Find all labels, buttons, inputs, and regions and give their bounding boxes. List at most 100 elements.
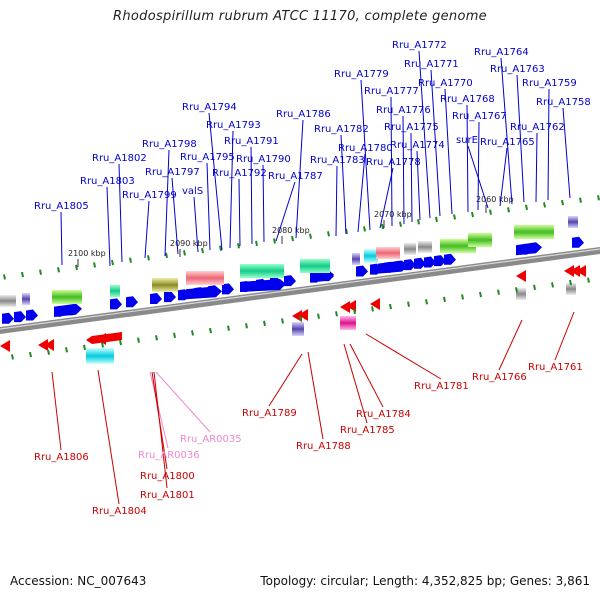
forward-gene-arrow[interactable] bbox=[150, 293, 162, 304]
forward-gene-arrow[interactable] bbox=[2, 312, 14, 324]
gene-label-rru-a1765[interactable]: Rru_A1765 bbox=[480, 137, 535, 148]
reverse-gene-arrow[interactable] bbox=[370, 298, 380, 310]
cog-category-box[interactable] bbox=[22, 293, 30, 305]
reverse-gene-arrow[interactable] bbox=[0, 340, 10, 352]
cog-category-box[interactable] bbox=[418, 241, 432, 253]
gene-label-sure[interactable]: surE bbox=[456, 135, 478, 146]
gene-label-rru-a1793[interactable]: Rru_A1793 bbox=[206, 120, 261, 131]
reverse-gene-arrow[interactable] bbox=[576, 265, 586, 277]
reverse-gene-arrow[interactable] bbox=[44, 339, 54, 351]
gene-label-rru-a1790[interactable]: Rru_A1790 bbox=[236, 154, 291, 165]
gene-label-rru-a1772[interactable]: Rru_A1772 bbox=[392, 40, 447, 51]
cog-category-box[interactable] bbox=[516, 288, 526, 300]
cog-category-box[interactable] bbox=[440, 239, 476, 253]
gene-label-rru-a1801[interactable]: Rru_A1801 bbox=[140, 490, 195, 501]
reverse-gene-arrow[interactable] bbox=[292, 310, 302, 322]
cog-category-box[interactable] bbox=[110, 285, 120, 297]
forward-gene-arrow[interactable] bbox=[164, 291, 176, 303]
cog-category-box[interactable] bbox=[566, 283, 576, 295]
forward-gene-arrow[interactable] bbox=[516, 242, 542, 256]
reverse-gene-arrow[interactable] bbox=[516, 270, 526, 282]
gene-label-rru-ar0036[interactable]: Rru_AR0036 bbox=[138, 450, 200, 461]
gene-label-rru-a1779[interactable]: Rru_A1779 bbox=[334, 69, 389, 80]
gene-label-rru-a1792[interactable]: Rru_A1792 bbox=[212, 168, 267, 179]
forward-gene-arrow[interactable] bbox=[240, 279, 286, 292]
forward-gene-arrow[interactable] bbox=[378, 260, 408, 274]
gene-label-rru-a1787[interactable]: Rru_A1787 bbox=[268, 171, 323, 182]
forward-gene-arrow[interactable] bbox=[54, 303, 82, 317]
gene-label-rru-a1767[interactable]: Rru_A1767 bbox=[452, 111, 507, 122]
forward-gene-arrow[interactable] bbox=[26, 309, 38, 321]
reverse-gene-arrow[interactable] bbox=[564, 265, 574, 277]
forward-gene-arrow[interactable] bbox=[186, 286, 222, 300]
cog-category-box[interactable] bbox=[340, 316, 356, 330]
gene-label-rru-a1791[interactable]: Rru_A1791 bbox=[224, 136, 279, 147]
cog-category-box[interactable] bbox=[568, 216, 578, 228]
gene-label-rru-a1762[interactable]: Rru_A1762 bbox=[510, 122, 565, 133]
gene-label-rru-a1798[interactable]: Rru_A1798 bbox=[142, 139, 197, 150]
gene-label-rru-a1774[interactable]: Rru_A1774 bbox=[390, 140, 445, 151]
gene-label-rru-a1803[interactable]: Rru_A1803 bbox=[80, 176, 135, 187]
gene-label-rru-a1802[interactable]: Rru_A1802 bbox=[92, 153, 147, 164]
gene-label-rru-a1764[interactable]: Rru_A1764 bbox=[474, 47, 529, 58]
gene-label-rru-a1795[interactable]: Rru_A1795 bbox=[180, 152, 235, 163]
cog-category-box[interactable] bbox=[52, 290, 82, 304]
cog-category-box[interactable] bbox=[86, 348, 114, 364]
reverse-gene-arrow[interactable] bbox=[340, 301, 350, 313]
reverse-gene-arrow[interactable] bbox=[38, 339, 48, 351]
gene-label-rru-a1794[interactable]: Rru_A1794 bbox=[182, 102, 237, 113]
gene-label-rru-a1783[interactable]: Rru_A1783 bbox=[310, 155, 365, 166]
gene-label-rru-a1789[interactable]: Rru_A1789 bbox=[242, 408, 297, 419]
forward-gene-arrow[interactable] bbox=[572, 236, 584, 248]
gene-label-rru-a1771[interactable]: Rru_A1771 bbox=[404, 59, 459, 70]
gene-label-rru-a1800[interactable]: Rru_A1800 bbox=[140, 471, 195, 482]
gene-label-rru-a1763[interactable]: Rru_A1763 bbox=[490, 64, 545, 75]
gene-label-rru-a1799[interactable]: Rru_A1799 bbox=[122, 190, 177, 201]
gene-label-rru-ar0035[interactable]: Rru_AR0035 bbox=[180, 434, 242, 445]
gene-label-rru-a1775[interactable]: Rru_A1775 bbox=[384, 122, 439, 133]
forward-gene-arrow[interactable] bbox=[110, 298, 122, 310]
gene-label-rru-a1782[interactable]: Rru_A1782 bbox=[314, 124, 369, 135]
forward-gene-arrow[interactable] bbox=[444, 253, 456, 265]
gene-label-rru-a1778[interactable]: Rru_A1778 bbox=[366, 157, 421, 168]
cog-category-box[interactable] bbox=[240, 264, 284, 278]
gene-label-rru-a1758[interactable]: Rru_A1758 bbox=[536, 97, 591, 108]
gene-label-rru-a1761[interactable]: Rru_A1761 bbox=[528, 362, 583, 373]
gene-label-rru-a1784[interactable]: Rru_A1784 bbox=[356, 409, 411, 420]
forward-gene-arrow[interactable] bbox=[126, 296, 138, 308]
cog-category-box[interactable] bbox=[152, 278, 178, 292]
cog-category-box[interactable] bbox=[300, 259, 330, 273]
gene-label-vals[interactable]: valS bbox=[182, 186, 203, 197]
gene-label-rru-a1780[interactable]: Rru_A1780 bbox=[338, 143, 393, 154]
forward-gene-arrow[interactable] bbox=[434, 255, 446, 267]
cog-category-box[interactable] bbox=[352, 253, 360, 265]
gene-label-rru-a1788[interactable]: Rru_A1788 bbox=[296, 441, 351, 452]
gene-label-rru-a1785[interactable]: Rru_A1785 bbox=[340, 425, 395, 436]
gene-label-rru-a1766[interactable]: Rru_A1766 bbox=[472, 372, 527, 383]
forward-gene-arrow[interactable] bbox=[404, 259, 416, 271]
cog-category-box[interactable] bbox=[0, 295, 16, 307]
gene-label-rru-a1786[interactable]: Rru_A1786 bbox=[276, 109, 331, 120]
cog-category-box[interactable] bbox=[404, 243, 416, 255]
gene-label-rru-a1797[interactable]: Rru_A1797 bbox=[145, 167, 200, 178]
gene-label-rru-a1759[interactable]: Rru_A1759 bbox=[522, 78, 577, 89]
forward-gene-arrow[interactable] bbox=[222, 283, 234, 295]
cog-category-box[interactable] bbox=[186, 271, 224, 285]
gene-label-rru-a1770[interactable]: Rru_A1770 bbox=[418, 78, 473, 89]
forward-gene-arrow[interactable] bbox=[424, 256, 436, 268]
forward-gene-arrow[interactable] bbox=[14, 311, 26, 323]
cog-category-box[interactable] bbox=[514, 225, 554, 239]
cog-category-box[interactable] bbox=[364, 249, 378, 263]
cog-category-box[interactable] bbox=[376, 247, 400, 259]
gene-label-rru-a1806[interactable]: Rru_A1806 bbox=[34, 452, 89, 463]
gene-label-rru-a1805[interactable]: Rru_A1805 bbox=[34, 201, 89, 212]
gene-label-rru-a1776[interactable]: Rru_A1776 bbox=[376, 105, 431, 116]
cog-category-box[interactable] bbox=[292, 322, 304, 336]
forward-gene-arrow[interactable] bbox=[284, 275, 296, 287]
gene-label-rru-a1804[interactable]: Rru_A1804 bbox=[92, 506, 147, 517]
forward-gene-arrow[interactable] bbox=[356, 265, 368, 277]
reverse-gene-arrow[interactable] bbox=[86, 332, 122, 344]
gene-label-rru-a1781[interactable]: Rru_A1781 bbox=[414, 381, 469, 392]
reverse-gene-arrow[interactable] bbox=[570, 265, 580, 277]
